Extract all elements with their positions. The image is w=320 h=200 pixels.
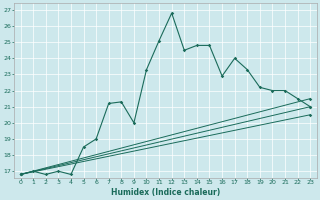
X-axis label: Humidex (Indice chaleur): Humidex (Indice chaleur) xyxy=(111,188,220,197)
